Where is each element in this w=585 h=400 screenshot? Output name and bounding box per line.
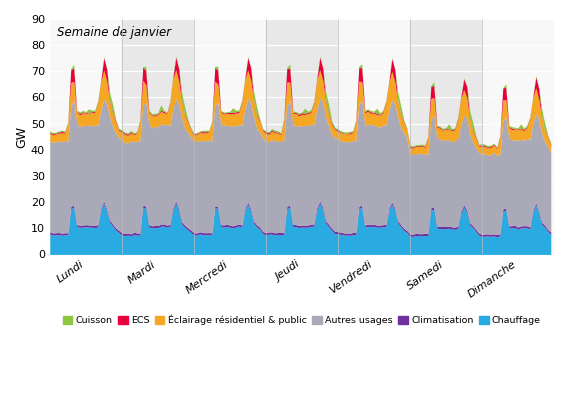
Bar: [266, 19, 338, 254]
Bar: [50, 19, 122, 254]
Bar: [194, 19, 266, 254]
Text: Semaine de janvier: Semaine de janvier: [57, 26, 171, 39]
Legend: Cuisson, ECS, Éclairage résidentiel & public, Autres usages, Climatisation, Chau: Cuisson, ECS, Éclairage résidentiel & pu…: [59, 311, 545, 329]
Bar: [482, 19, 554, 254]
Bar: [410, 19, 482, 254]
Bar: [122, 19, 194, 254]
Bar: [338, 19, 410, 254]
Y-axis label: GW: GW: [15, 126, 28, 148]
